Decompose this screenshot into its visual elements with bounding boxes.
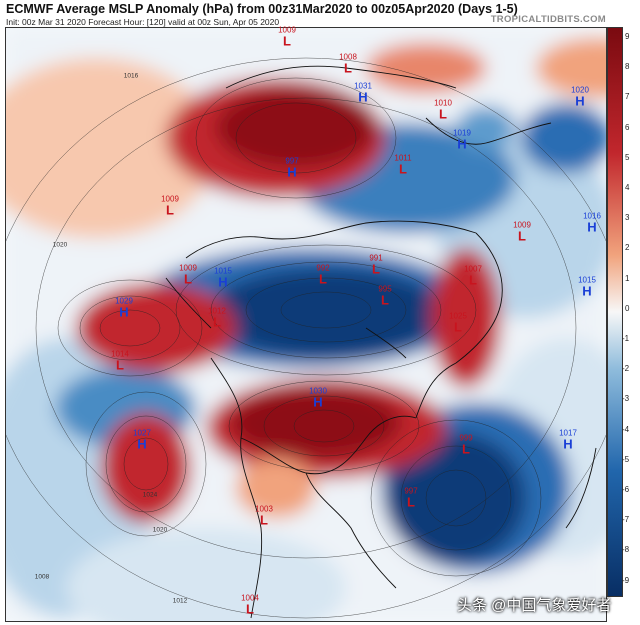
colorbar-tick: -4 xyxy=(622,424,630,434)
colorbar-tick: -2 xyxy=(622,364,630,374)
colorbar-tick: -7 xyxy=(622,515,630,525)
isobar-label: 1020 xyxy=(152,526,168,534)
colorbar-tick: -6 xyxy=(622,485,630,494)
colorbar-tick: 9 xyxy=(625,32,630,41)
colorbar-tick: 3 xyxy=(625,213,630,223)
colorbar-tick: 6 xyxy=(625,122,630,132)
isobar-label: 1024 xyxy=(142,491,158,499)
colorbar-tick: -8 xyxy=(622,545,630,555)
colorbar-tick: 0 xyxy=(625,303,630,313)
colorbar-tick: 4 xyxy=(625,183,630,192)
mslp-anomaly-map xyxy=(5,27,607,622)
isobar-label: 1012 xyxy=(172,597,188,605)
colorbar-tick: 1 xyxy=(625,273,630,283)
colorbar-tick: 8 xyxy=(625,62,630,72)
colorbar-tick: -9 xyxy=(622,575,630,585)
colorbar-tick: -3 xyxy=(622,394,630,404)
isobar-label: 1016 xyxy=(123,72,139,80)
colorbar-tick: 7 xyxy=(625,92,630,102)
colorbar-tick: -1 xyxy=(622,334,630,343)
isobar-label: 1008 xyxy=(34,573,50,581)
colorbar-tick: 5 xyxy=(625,152,630,162)
brand-label: TROPICALTIDBITS.COM xyxy=(490,14,606,25)
colorbar xyxy=(607,27,623,597)
colorbar-tick: 2 xyxy=(625,243,630,253)
map-subtitle: Init: 00z Mar 31 2020 Forecast Hour: [12… xyxy=(6,17,280,27)
map-title: ECMWF Average MSLP Anomaly (hPa) from 00… xyxy=(6,2,518,16)
watermark: 头条 @中国气象爱好者 xyxy=(457,597,612,614)
colorbar-tick: -5 xyxy=(622,454,630,464)
isobar-label: 1020 xyxy=(52,241,68,249)
